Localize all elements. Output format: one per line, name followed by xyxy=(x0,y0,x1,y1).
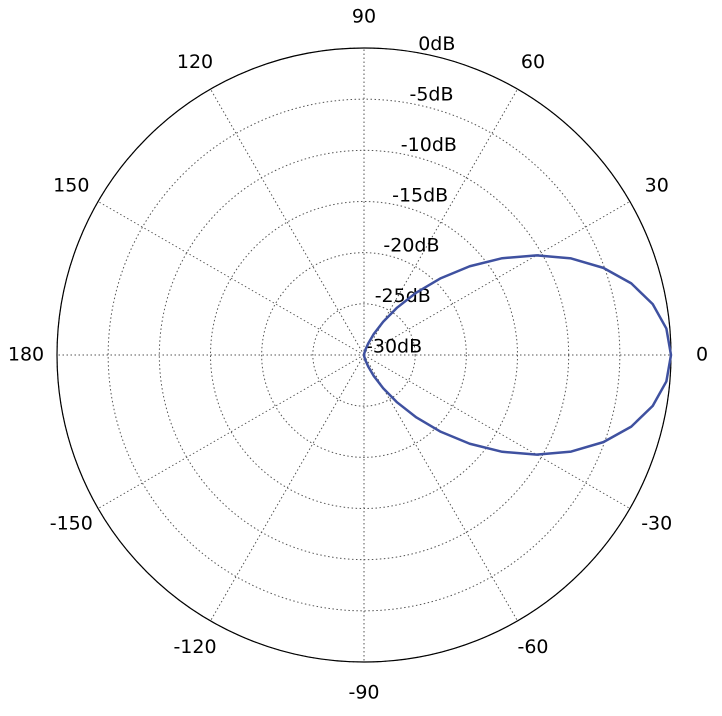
series-line xyxy=(362,254,673,456)
radial-grid-circle xyxy=(158,149,570,561)
angle-tick-label: -90 xyxy=(348,682,379,704)
radial-tick-label: -20dB xyxy=(383,235,439,257)
angle-tick-label: 60 xyxy=(521,51,545,73)
angle-tick-label: 0 xyxy=(696,344,708,366)
radial-grid-circle xyxy=(107,98,621,612)
angle-tick-label: 150 xyxy=(53,175,89,197)
angle-grid-line xyxy=(97,201,365,356)
angle-tick-label: -60 xyxy=(517,636,548,658)
angle-tick-label: 180 xyxy=(8,344,44,366)
radial-tick-label: 0dB xyxy=(418,33,455,55)
angle-tick-label: 90 xyxy=(352,6,376,28)
angle-grid-line xyxy=(363,201,631,356)
radial-tick-label: -30dB xyxy=(366,336,422,358)
radial-grid-circle xyxy=(312,303,416,407)
radial-grid-circle xyxy=(210,201,518,509)
radial-grid-circle xyxy=(261,252,467,458)
radial-tick-label: -15dB xyxy=(392,184,448,206)
radial-tick-label: -25dB xyxy=(375,285,431,307)
angle-tick-label: 120 xyxy=(177,51,213,73)
angle-grid-line xyxy=(210,88,365,356)
angle-grid-line xyxy=(97,354,365,509)
radial-tick-label: -10dB xyxy=(401,134,457,156)
angle-tick-label: -30 xyxy=(641,513,672,535)
angle-tick-label: 30 xyxy=(645,175,669,197)
angle-tick-label: -120 xyxy=(173,636,216,658)
angle-grid-line xyxy=(363,88,518,356)
radial-tick-label: -5dB xyxy=(409,84,453,106)
angle-tick-label: -150 xyxy=(50,513,93,535)
